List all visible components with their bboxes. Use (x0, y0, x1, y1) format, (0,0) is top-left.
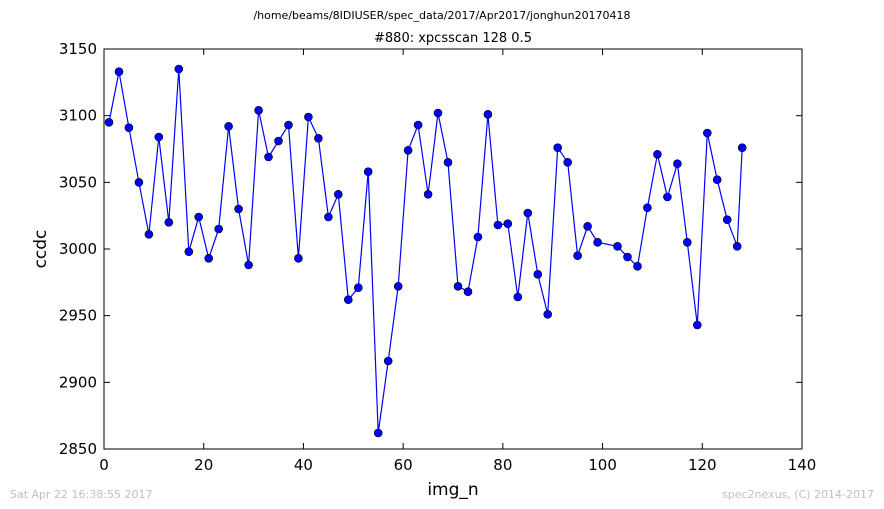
footer-timestamp: Sat Apr 22 16:38:55 2017 (10, 488, 152, 501)
data-point (553, 143, 563, 152)
data-point (712, 175, 722, 184)
data-point (154, 132, 164, 142)
x-tick-label: 140 (788, 456, 817, 474)
data-point (593, 238, 602, 247)
data-point (473, 232, 483, 242)
data-point (433, 108, 443, 118)
data-point (533, 269, 543, 279)
x-tick-label: 20 (194, 456, 213, 474)
y-tick-label: 3000 (59, 240, 97, 258)
data-point (214, 224, 223, 234)
y-tick-label: 2850 (59, 440, 97, 458)
data-point (343, 295, 353, 305)
data-point (274, 136, 283, 146)
data-point (244, 260, 253, 270)
y-tick-label: 3050 (59, 173, 97, 191)
data-point (483, 110, 493, 119)
y-tick-label: 2950 (59, 307, 97, 325)
data-point (284, 120, 293, 130)
data-point (294, 253, 303, 263)
data-point (653, 150, 662, 159)
data-point (443, 158, 453, 167)
data-point (204, 253, 213, 263)
data-point (453, 281, 463, 291)
data-point (523, 208, 533, 218)
data-point (633, 261, 642, 271)
data-point (114, 67, 124, 76)
x-tick-label: 60 (394, 456, 413, 474)
data-point (722, 215, 732, 224)
y-tick-label: 3100 (59, 107, 97, 125)
data-point (194, 212, 203, 222)
data-point (737, 143, 747, 152)
x-tick-label: 80 (493, 456, 512, 474)
x-tick-label: 120 (688, 456, 717, 474)
data-point (583, 222, 592, 231)
data-point (164, 218, 174, 227)
data-point (563, 158, 573, 167)
x-tick-label: 40 (294, 456, 313, 474)
data-point (393, 281, 403, 291)
data-point (304, 112, 313, 122)
file-path: /home/beams/8IDIUSER/spec_data/2017/Apr2… (253, 9, 630, 22)
data-point (333, 190, 343, 199)
data-point (503, 219, 513, 228)
data-point (124, 123, 134, 132)
data-point (363, 167, 373, 176)
data-point (643, 203, 652, 212)
data-point (413, 120, 423, 130)
data-point (543, 309, 553, 319)
data-point (264, 152, 273, 162)
data-point (673, 159, 682, 168)
data-point (134, 178, 144, 187)
x-axis-label: img_n (427, 480, 478, 500)
chart-title: #880: xpcsscan 128 0.5 (374, 31, 532, 46)
data-point (174, 64, 184, 74)
y-tick-label: 3150 (59, 40, 97, 58)
data-point (702, 128, 712, 138)
data-point (623, 252, 632, 262)
x-tick-label: 100 (588, 456, 617, 474)
data-point (144, 230, 154, 239)
data-point (403, 146, 413, 155)
data-point (682, 238, 692, 247)
data-point (383, 356, 393, 366)
data-point (254, 106, 263, 115)
data-point (353, 283, 363, 293)
data-point (373, 428, 383, 438)
data-point (463, 287, 473, 297)
y-tick-label: 2900 (59, 373, 97, 391)
data-point (184, 247, 194, 256)
data-point (324, 212, 333, 222)
data-point (513, 292, 523, 302)
data-point (314, 134, 323, 143)
y-axis-label: ccdc (31, 230, 51, 269)
axis-ticks: 0 20 40 60 80 100 120 140 2850 2900 2950 3000 3050 31… (59, 40, 817, 474)
data-point (423, 190, 433, 199)
data-point (613, 242, 622, 251)
data-point (234, 204, 243, 214)
data-point (493, 220, 503, 230)
data-point (692, 320, 702, 330)
footer-credit: spec2nexus, (C) 2014-2017 (722, 488, 874, 501)
data-point (732, 242, 742, 251)
plot-area (103, 48, 803, 450)
x-tick-label: 0 (99, 456, 109, 474)
series-layer (104, 64, 747, 438)
data-point (663, 192, 672, 202)
data-point (104, 118, 114, 127)
data-point (573, 251, 582, 260)
data-point (224, 122, 233, 131)
series-line (108, 68, 743, 434)
